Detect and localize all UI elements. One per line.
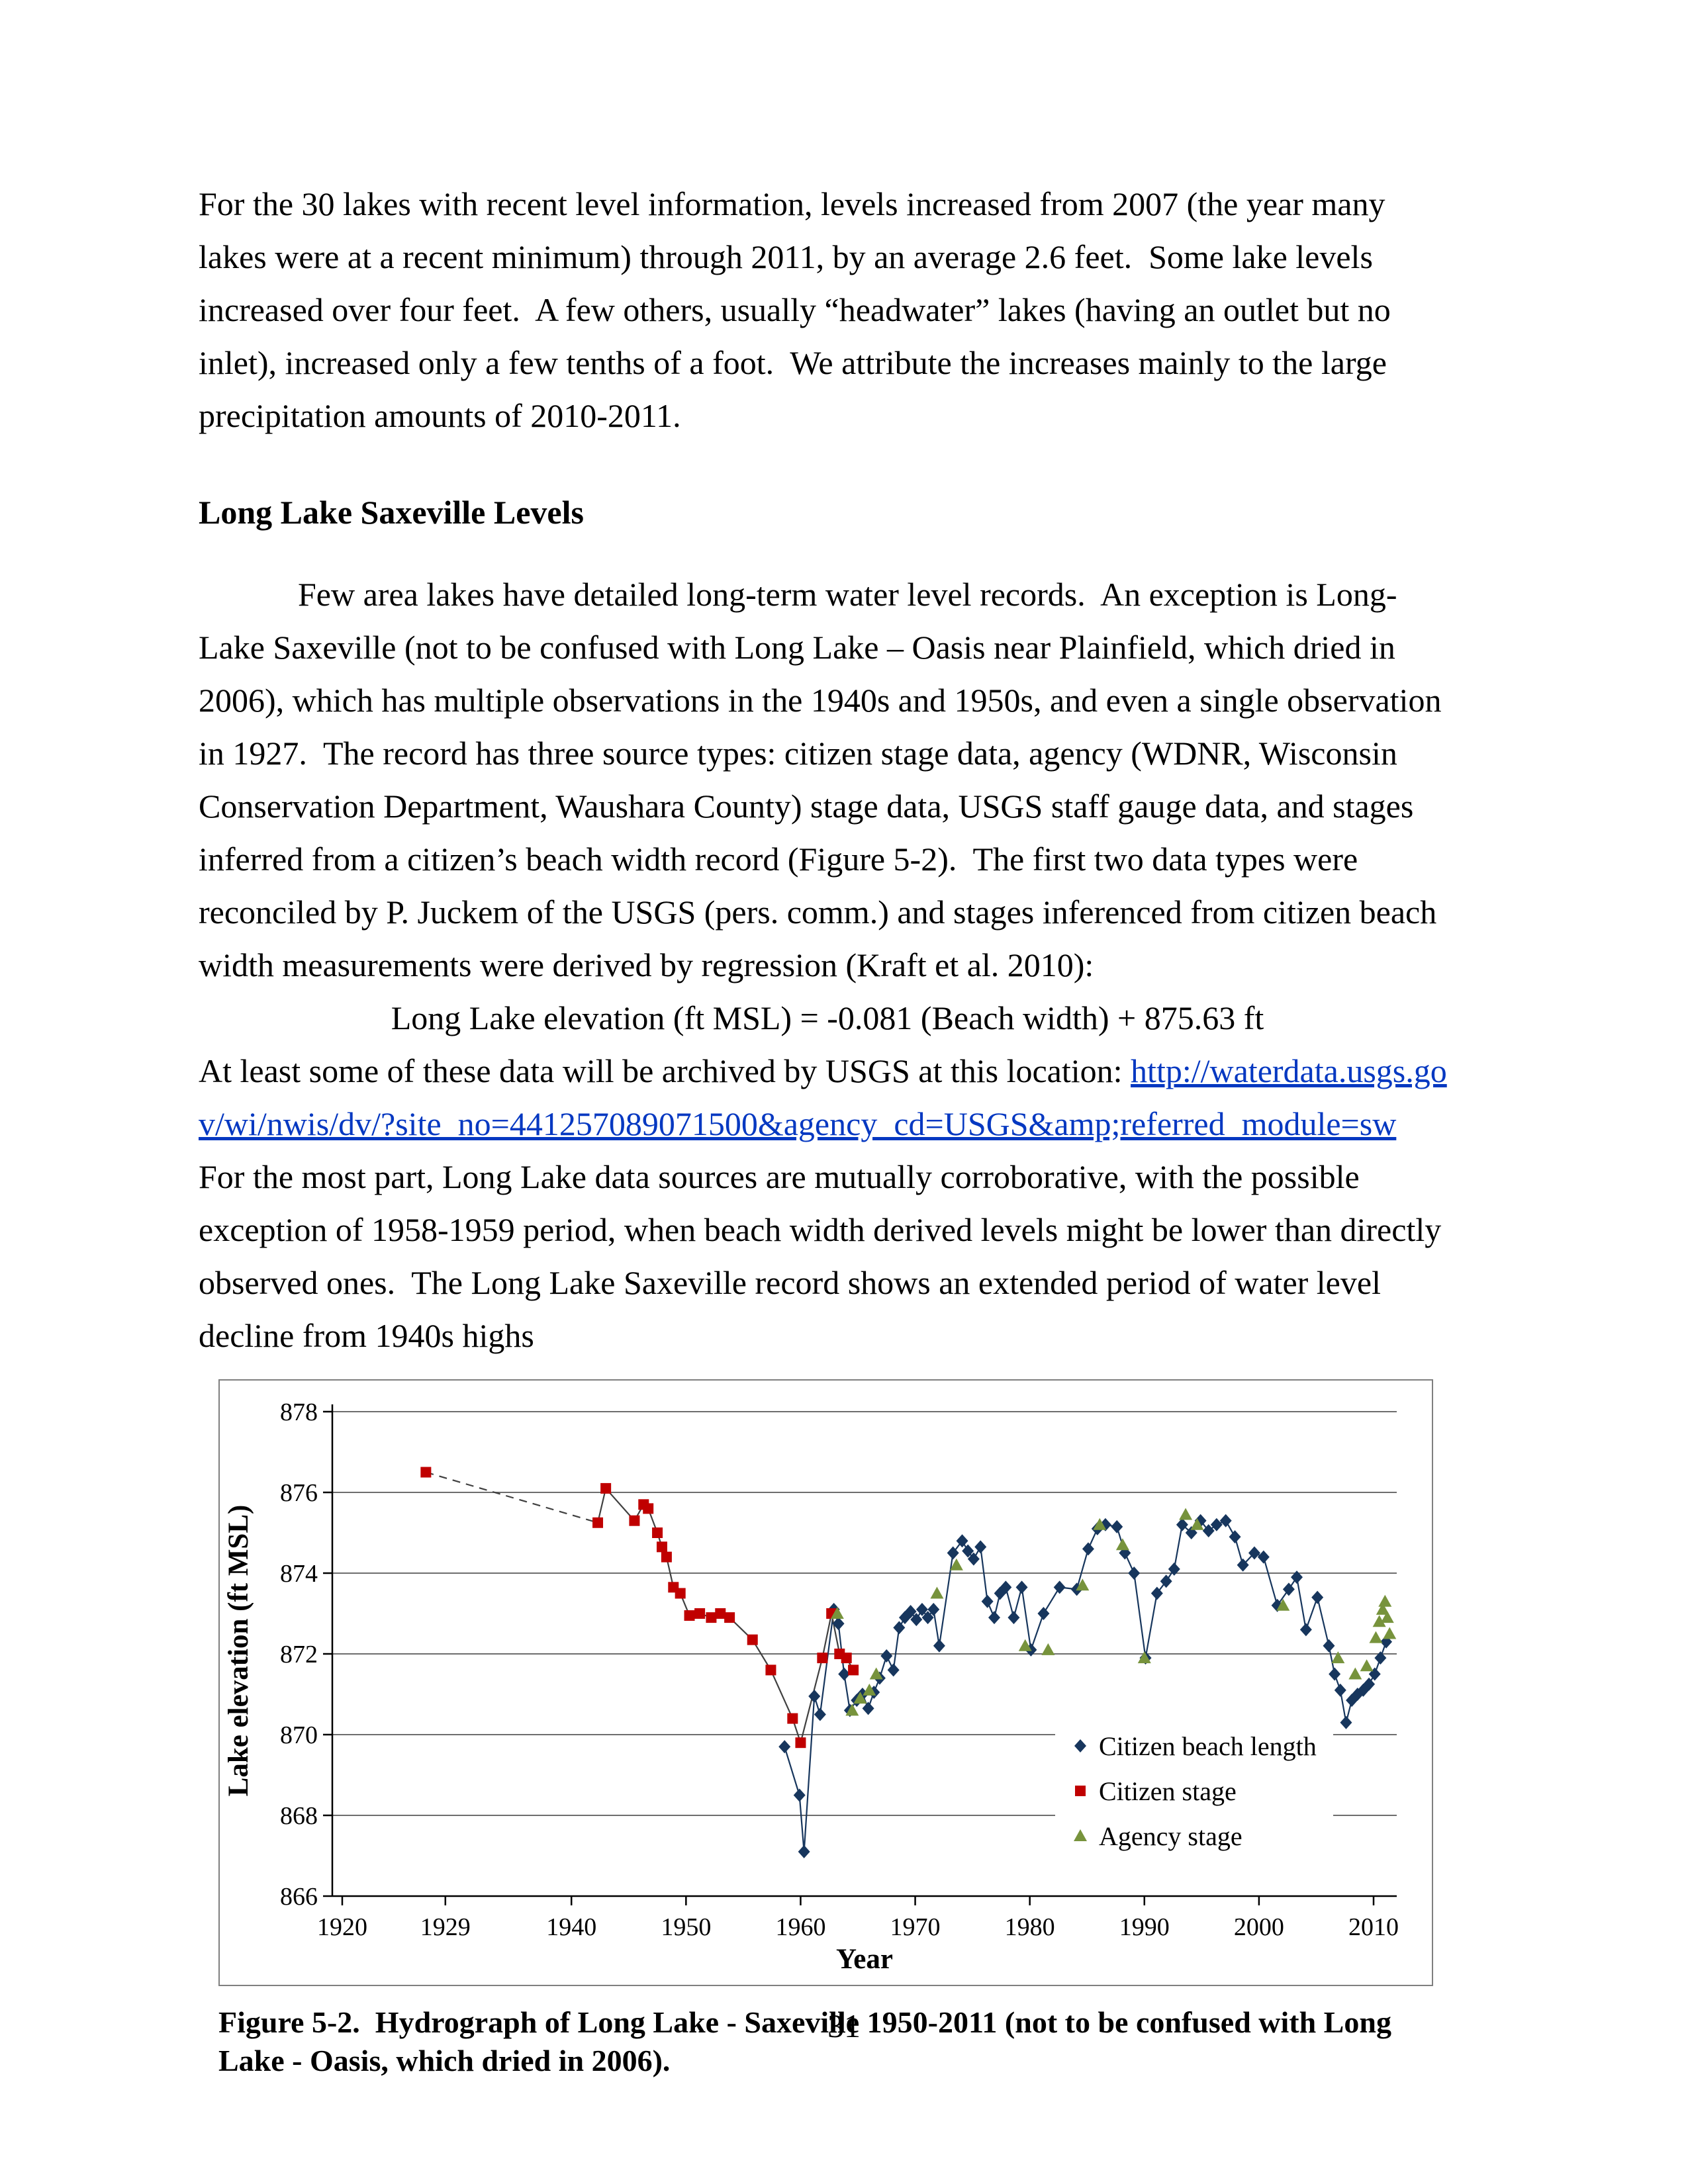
y-tick-label: 866 [280, 1883, 318, 1911]
usgs-data-link[interactable]: http://waterdata.usgs.gov/wi/nwis/dv/?si… [199, 1052, 1447, 1142]
series-markers-agency-stage [830, 1508, 1397, 1716]
x-tick-label: 1950 [661, 1913, 711, 1941]
x-tick-label: 2010 [1348, 1913, 1399, 1941]
paragraph-archive: At least some of these data will be arch… [199, 1044, 1456, 1362]
y-tick-label: 870 [280, 1721, 318, 1749]
chart-frame: 866 868 870 872 874 876 878 1920 1929 1940 1950 196… [218, 1379, 1433, 1986]
x-axis-title: Year [836, 1944, 893, 1975]
series-markers-citizen-stage [420, 1467, 859, 1749]
chart-legend: Citizen beach length Citizen stage Agency … [1074, 1731, 1317, 1851]
x-tick-label: 1970 [890, 1913, 941, 1941]
archive-intro-text: At least some of these data will be arch… [199, 1052, 1131, 1089]
page-number: 31 [827, 2007, 861, 2044]
figure-5-2: 866 868 870 872 874 876 878 1920 1929 1940 1950 196… [218, 1379, 1456, 2080]
x-tick-label: 1990 [1119, 1913, 1170, 1941]
gridlines [332, 1411, 1397, 1816]
axes: 866 868 870 872 874 876 878 1920 1929 1940 1950 196… [280, 1398, 1399, 1941]
y-tick-label: 872 [280, 1641, 318, 1668]
x-tick-label: 1980 [1005, 1913, 1055, 1941]
paragraph-recent-levels: For the 30 lakes with recent level infor… [199, 185, 1399, 434]
y-tick-label: 878 [280, 1398, 318, 1426]
x-tick-label: 1920 [317, 1913, 367, 1941]
x-tick-label: 1960 [775, 1913, 825, 1941]
legend-label-agency-stage: Agency stage [1099, 1821, 1243, 1851]
hydrograph-chart: 866 868 870 872 874 876 878 1920 1929 1940 1950 196… [223, 1398, 1399, 1975]
x-tick-label: 2000 [1234, 1913, 1284, 1941]
figure-caption: Figure 5-2. Hydrograph of Long Lake - Sa… [218, 2005, 1399, 2077]
archive-rest-text: For the most part, Long Lake data source… [199, 1105, 1450, 1354]
y-tick-label: 874 [280, 1560, 318, 1588]
series-markers-citizen-beach-length [778, 1514, 1393, 1858]
y-tick-label: 868 [280, 1802, 318, 1830]
section-heading: Long Lake Saxeville Levels [199, 494, 584, 531]
legend-background [1055, 1719, 1333, 1860]
legend-label-citizen-stage: Citizen stage [1099, 1776, 1237, 1806]
document-page: For the 30 lakes with recent level infor… [199, 177, 1456, 2080]
series-line-citizen-stage [426, 1471, 855, 1746]
paragraph-long-lake: Few area lakes have detailed long-term w… [199, 576, 1450, 983]
x-tick-label: 1929 [420, 1913, 471, 1941]
legend-label-citizen-beach-length: Citizen beach length [1099, 1731, 1317, 1761]
y-tick-label: 876 [280, 1479, 318, 1507]
regression-equation: Long Lake elevation (ft MSL) = -0.081 (B… [391, 999, 1264, 1036]
x-tick-label: 1940 [546, 1913, 596, 1941]
y-axis-title: Lake elevation (ft MSL) [223, 1505, 254, 1797]
